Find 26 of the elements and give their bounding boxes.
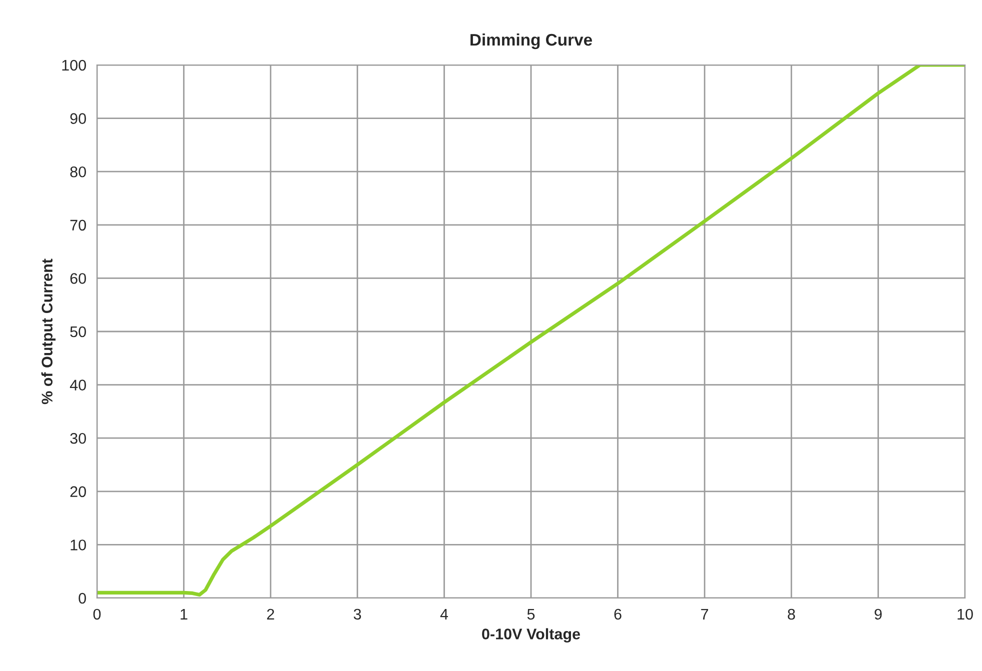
y-tick-label: 60 <box>70 273 86 284</box>
x-tick-label: 8 <box>788 608 795 620</box>
x-tick-label: 7 <box>701 608 708 620</box>
x-tick-label: 5 <box>527 608 535 620</box>
y-tick-label: 0 <box>78 592 86 604</box>
x-tick-label: 1 <box>180 608 188 620</box>
chart-title: Dimming Curve <box>470 33 592 50</box>
y-tick-label: 40 <box>70 380 86 390</box>
y-tick-label: 20 <box>70 486 86 498</box>
x-tick-label: 10 <box>958 608 973 620</box>
x-tick-label: 6 <box>614 608 622 620</box>
x-axis-title: 0-10V Voltage <box>482 628 580 643</box>
y-axis-title: % of Output Current <box>41 258 56 404</box>
x-tick-label: 0 <box>93 608 101 620</box>
y-tick-label: 10 <box>70 540 86 550</box>
line-series <box>97 65 965 597</box>
y-tick-label: 90 <box>70 113 86 124</box>
y-tick-label: 80 <box>70 166 86 178</box>
x-tick-label: 3 <box>354 608 361 620</box>
y-tick-label: 70 <box>70 220 86 231</box>
y-tick-label: 50 <box>70 326 86 338</box>
x-tick-label: 4 <box>440 608 448 620</box>
x-tick-label: 2 <box>267 608 274 620</box>
y-tick-label: 100 <box>62 60 86 71</box>
x-tick-label: 9 <box>874 608 882 620</box>
y-tick-label: 30 <box>70 432 86 444</box>
